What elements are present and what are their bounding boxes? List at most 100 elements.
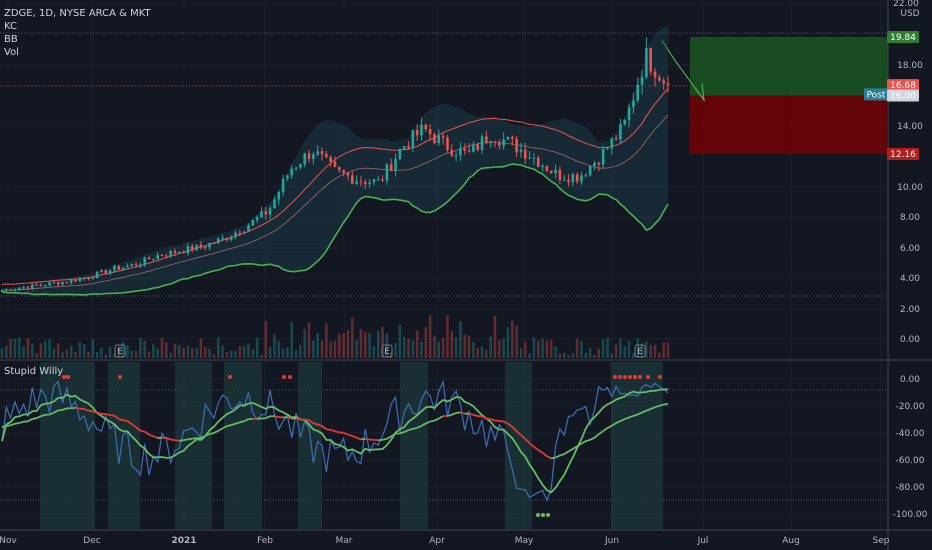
volume-bar [52, 348, 56, 358]
osc-slow-signal-seg [230, 422, 236, 426]
candle-body [476, 144, 480, 151]
bollinger-lower [1, 163, 669, 296]
candle-body [506, 136, 510, 140]
earnings-marker: E [117, 347, 123, 357]
volume-bar [121, 341, 125, 358]
candle-body [588, 166, 592, 176]
candle-body [493, 141, 497, 143]
volume-bar [173, 344, 177, 358]
volume-bar [18, 337, 21, 358]
volume-bar [69, 345, 73, 358]
osc-slow-signal-seg [75, 406, 81, 410]
volume-bar [619, 338, 622, 358]
candle-body [459, 148, 462, 156]
volume-bar [316, 333, 319, 358]
osc-oversold-dot [541, 513, 545, 517]
volume-bar [493, 316, 497, 358]
volume-bar [273, 334, 276, 358]
price-tick-label: 6.00 [900, 244, 920, 254]
candle-body [463, 148, 467, 151]
candle-body [597, 162, 601, 165]
vol-indicator-label[interactable]: Vol [4, 47, 19, 58]
volume-bar [467, 335, 471, 358]
osc-slow-signal-seg [200, 434, 206, 439]
candle-body [43, 285, 47, 287]
volume-bar [541, 338, 544, 358]
risk-reward-zones[interactable] [661, 36, 888, 155]
volume-bar [342, 333, 345, 358]
candle-body [355, 181, 358, 184]
osc-slow-signal-seg [113, 415, 120, 420]
last-price-tag [887, 79, 919, 92]
volume-bar [281, 348, 285, 358]
candle-body [182, 252, 185, 254]
candle-body [498, 142, 501, 146]
last-price-tag-label: 16.68 [890, 81, 916, 91]
volume-bar [376, 330, 380, 358]
volume-bar [363, 332, 367, 358]
candle-body [199, 244, 203, 247]
volume-bar [394, 343, 397, 358]
osc-slow-signal-seg [628, 414, 634, 419]
osc-slow-signal-seg [148, 433, 154, 438]
bb-indicator-label[interactable]: BB [4, 34, 18, 45]
candle-body [372, 179, 376, 183]
osc-slow-signal-seg [451, 412, 457, 416]
candle-body [640, 77, 644, 85]
candle-body [290, 168, 294, 176]
osc-slow-signal-seg [321, 425, 327, 430]
volume-bar [450, 331, 454, 358]
candle-body [575, 174, 579, 182]
osc-slow-signal-seg [659, 403, 664, 407]
osc-slow-signal-seg [511, 426, 518, 432]
volume-bar [13, 338, 17, 358]
volume-bar [428, 315, 432, 358]
candle-body [584, 175, 588, 177]
candle-body [420, 124, 423, 136]
candle-body [130, 264, 134, 266]
osc-slow-signal-seg [88, 409, 93, 413]
volume-bar [463, 334, 467, 358]
volume-bar [454, 337, 458, 358]
volume-bar [614, 344, 618, 358]
candle-body [610, 138, 614, 149]
candle-body [113, 266, 116, 271]
osc-slow-signal-seg [503, 420, 509, 425]
volume-bar [48, 339, 51, 358]
candle-body [653, 71, 657, 78]
volume-bar [260, 354, 263, 358]
volume-bar [152, 344, 155, 358]
osc-slow-signal-seg [19, 420, 24, 424]
osc-slow-signal-seg [593, 433, 600, 439]
candle-body [13, 289, 17, 291]
currency-label: USD [900, 9, 919, 19]
candle-body [225, 237, 229, 241]
volume-bar [640, 342, 644, 358]
kc-indicator-label[interactable]: KC [4, 21, 17, 32]
osc-slow-signal-seg [425, 420, 431, 425]
volume-bar [381, 326, 384, 358]
candle-body [528, 158, 531, 160]
osc-overbought-dot [618, 375, 622, 379]
candle-body [69, 279, 73, 283]
osc-overbought-dot [646, 375, 650, 379]
volume-bar [87, 351, 90, 358]
candle-body [545, 165, 549, 171]
candle-body [117, 266, 121, 270]
volume-bar [554, 346, 557, 358]
osc-slow-signal-seg [447, 413, 453, 417]
volume-bar [91, 338, 95, 358]
volume-bar [523, 342, 527, 358]
candle-body [39, 285, 43, 287]
osc-slow-signal-seg [174, 439, 180, 442]
volume-bar [575, 338, 579, 358]
symbol-title: ZDGE, 1D, NYSE ARCA & MKT [4, 8, 151, 19]
osc-slow-signal-seg [563, 450, 570, 455]
candle-body [407, 146, 410, 149]
candle-body [108, 270, 112, 274]
volume-bar [398, 324, 402, 358]
osc-slow-signal-seg [14, 422, 20, 425]
candle-body [437, 135, 441, 144]
oscillator-label[interactable]: Stupid Willy [4, 366, 64, 377]
